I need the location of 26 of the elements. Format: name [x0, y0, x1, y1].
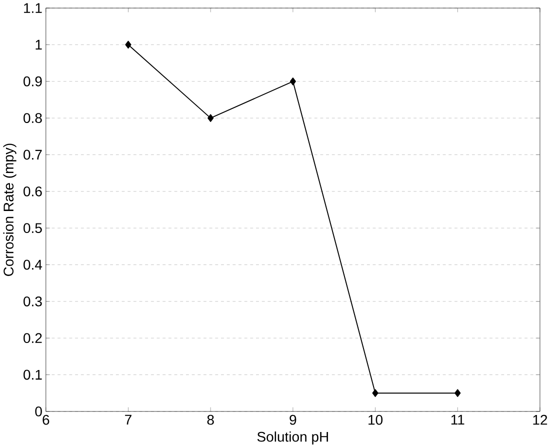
x-tick-label: 10 [368, 414, 383, 425]
point [372, 389, 378, 398]
y-tick-label: 0.2 [24, 333, 42, 344]
y-tick-label: 0.6 [24, 186, 42, 196]
x-tick-label: 7 [125, 414, 132, 425]
y-tick-label: 0.7 [24, 150, 42, 160]
x-tick-label: 8 [207, 414, 214, 425]
x-tick-label: 6 [42, 414, 50, 425]
x-tick-label: 9 [290, 414, 296, 425]
y-axis-title: Corrosion Rate (mpy) [3, 144, 16, 276]
x-tick-label: 12 [533, 414, 548, 425]
y-tick-label: 0.5 [24, 223, 42, 234]
y-tick-label: 0.4 [24, 260, 42, 270]
x-axis-title: Solution pH [257, 432, 328, 445]
point [454, 389, 461, 398]
y-tick-label: 0.9 [24, 76, 42, 86]
y-tick-label: 1 [36, 40, 42, 50]
y-tick-label: 0.1 [24, 370, 42, 380]
point [208, 114, 214, 122]
x-tick-label: 11 [451, 414, 464, 425]
y-tick-label: 0 [35, 406, 42, 416]
y-tick-label: 1.1 [24, 3, 42, 13]
point [290, 78, 296, 86]
y-tick-label: 0.3 [24, 296, 42, 306]
y-tick-label: 0.8 [24, 113, 42, 124]
point [125, 40, 132, 49]
